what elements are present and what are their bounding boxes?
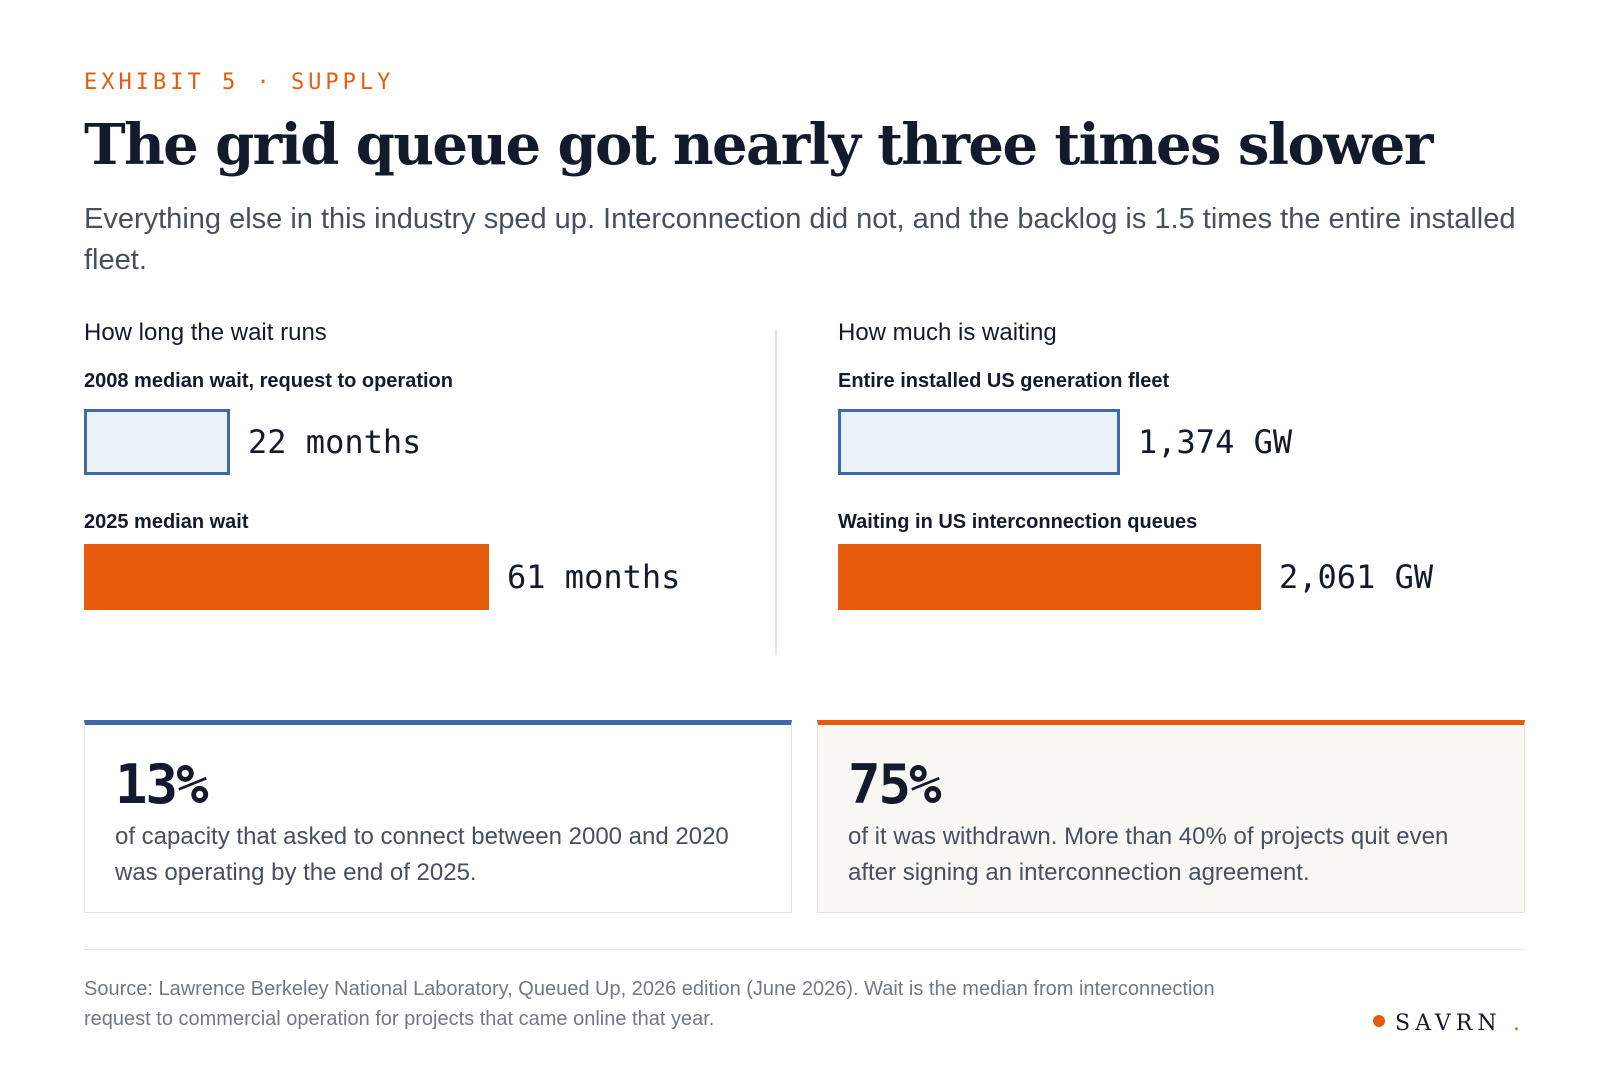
bar-label-installed-fleet: Entire installed US generation fleet (838, 370, 1170, 392)
stat-number-operating: 13% (115, 753, 209, 816)
panel-title-wait: How long the wait runs (84, 319, 327, 346)
panel-divider (775, 330, 777, 655)
exhibit-eyebrow: EXHIBIT 5 · SUPPLY (84, 70, 395, 95)
stat-card-operating: 13% of capacity that asked to connect be… (84, 720, 792, 913)
bar-2008-median-wait (84, 409, 230, 475)
stat-text-operating: of capacity that asked to connect betwee… (115, 823, 729, 886)
bar-value-queue: 2,061 GW (1279, 558, 1434, 596)
bar-value-2008: 22 months (248, 423, 422, 461)
bar-label-2008: 2008 median wait, request to operation (84, 370, 453, 392)
brand-logo: SAVRN (1373, 1011, 1502, 1036)
source-note: Source: Lawrence Berkeley National Labor… (84, 978, 1215, 1030)
bar-2025-median-wait (84, 544, 489, 610)
bar-value-2025: 61 months (507, 558, 681, 596)
stat-card-withdrawn: 75% of it was withdrawn. More than 40% o… (817, 720, 1525, 913)
stat-text-withdrawn: of it was withdrawn. More than 40% of pr… (848, 823, 1449, 886)
bar-interconnection-queue (838, 544, 1261, 610)
chart-subtitle: Everything else in this industry sped up… (84, 203, 1516, 276)
brand-dot-icon (1373, 1015, 1385, 1027)
chart-title: The grid queue got nearly three times sl… (84, 112, 1433, 178)
bar-value-installed-fleet: 1,374 GW (1138, 423, 1293, 461)
stat-number-withdrawn: 75% (848, 753, 942, 816)
bar-label-2025: 2025 median wait (84, 511, 249, 533)
brand-name: SAVRN (1395, 1011, 1502, 1036)
brand-period: . (1513, 1011, 1520, 1036)
footer-divider (84, 949, 1525, 950)
panel-title-capacity: How much is waiting (838, 319, 1057, 346)
bar-installed-fleet (838, 409, 1120, 475)
bar-label-queue: Waiting in US interconnection queues (838, 511, 1198, 533)
